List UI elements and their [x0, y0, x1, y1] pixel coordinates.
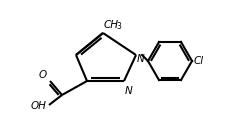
Text: CH: CH	[104, 20, 119, 30]
Text: N: N	[125, 86, 133, 96]
Text: N: N	[137, 54, 145, 64]
Text: OH: OH	[30, 101, 46, 111]
Text: O: O	[39, 70, 47, 80]
Text: Cl: Cl	[194, 56, 204, 66]
Text: 3: 3	[116, 22, 121, 31]
